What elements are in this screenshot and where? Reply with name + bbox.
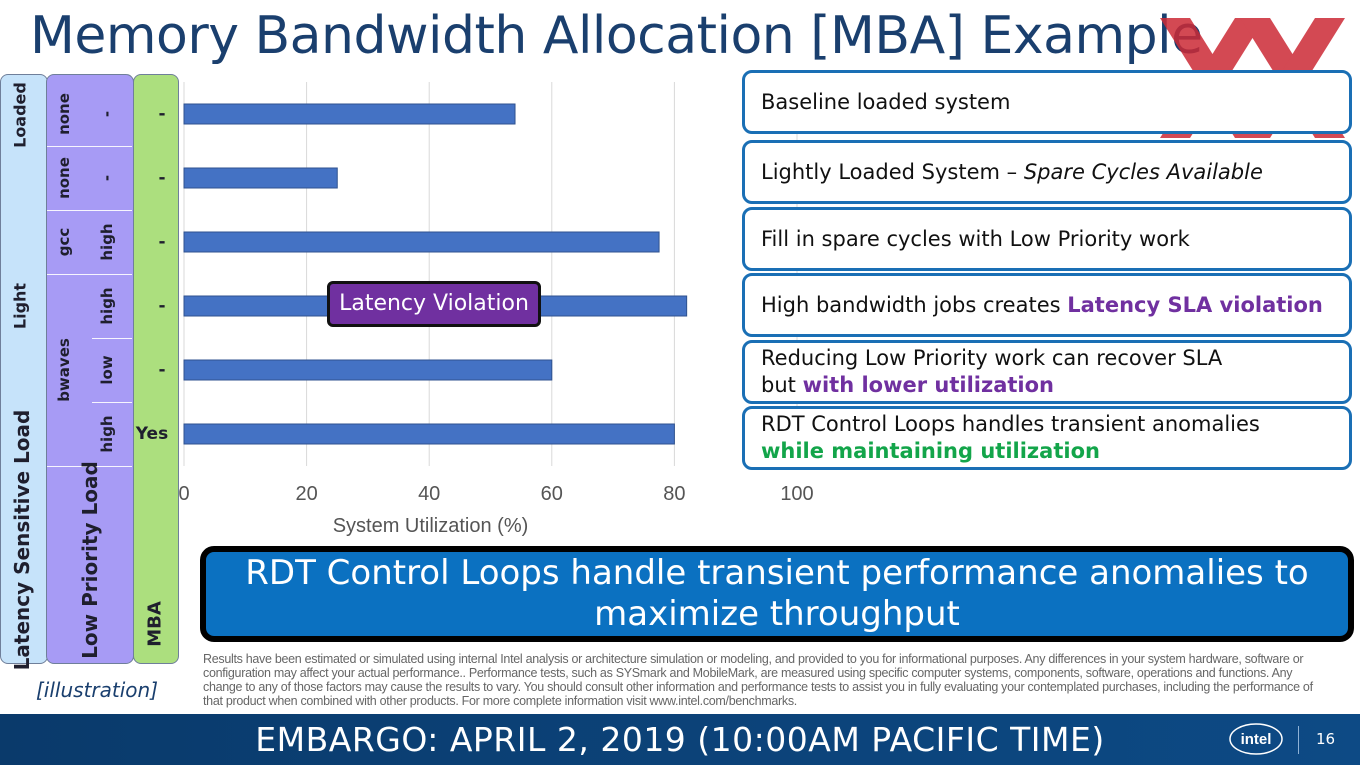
utilization-bar: [183, 231, 660, 253]
info-box: High bandwidth jobs creates Latency SLA …: [742, 273, 1352, 337]
load-group-light: Light: [10, 282, 30, 330]
row-divider: [47, 466, 132, 467]
chart-x-ticks: 0 20 40 60 80 100: [178, 483, 813, 505]
footer-separator: [1298, 726, 1299, 754]
mba-value: -: [158, 360, 166, 380]
mba-label: MBA: [144, 601, 166, 647]
x-tick-label: 40: [418, 483, 440, 505]
workload-label: none: [55, 93, 73, 135]
row-divider: [47, 210, 132, 211]
utilization-bar: [183, 423, 675, 445]
info-box-text: but: [761, 373, 803, 397]
info-box-text: High bandwidth jobs creates: [761, 292, 1068, 317]
utilization-bar-chart: 0 20 40 60 80 100 System Utilization (%): [178, 82, 814, 537]
intensity-label: high: [98, 415, 116, 453]
info-box-text: Lightly Loaded System –: [761, 159, 1024, 184]
chart-gridlines: [183, 82, 798, 466]
info-box-text: Fill in spare cycles with Low Priority w…: [761, 226, 1190, 251]
workload-label: none: [55, 157, 73, 199]
legal-disclaimer: Results have been estimated or simulated…: [203, 652, 1313, 708]
row-divider: [47, 274, 132, 275]
low-priority-load-column: [46, 74, 134, 664]
page-title: Memory Bandwidth Allocation [MBA] Exampl…: [30, 6, 1203, 66]
row-divider: [92, 402, 132, 403]
info-box-text: Spare Cycles Available: [1023, 159, 1263, 184]
latency-sensitive-load-label: Latency Sensitive Load: [10, 409, 34, 671]
info-box: Baseline loaded system: [742, 70, 1352, 134]
workload-label: gcc: [55, 227, 73, 257]
latency-violation-callout: Latency Violation: [327, 281, 541, 327]
utilization-bar: [183, 167, 338, 189]
mba-value: Yes: [135, 424, 169, 444]
footer-bar: EMBARGO: APRIL 2, 2019 (10:00AM PACIFIC …: [0, 714, 1360, 765]
x-tick-label: 60: [541, 483, 563, 505]
embargo-notice: EMBARGO: APRIL 2, 2019 (10:00AM PACIFIC …: [255, 720, 1105, 759]
intensity-label: high: [98, 287, 116, 325]
x-tick-label: 0: [178, 483, 189, 505]
info-box: Fill in spare cycles with Low Priority w…: [742, 207, 1352, 271]
x-tick-label: 20: [295, 483, 317, 505]
info-box-text: Baseline loaded system: [761, 89, 1011, 114]
x-tick-label: 100: [780, 483, 813, 505]
low-priority-load-label: Low Priority Load: [78, 461, 102, 659]
info-box-text: Latency SLA violation: [1067, 292, 1323, 317]
info-box-text: RDT Control Loops handles transient anom…: [761, 412, 1260, 436]
row-divider: [47, 146, 132, 147]
info-box: Lightly Loaded System – Spare Cycles Ava…: [742, 140, 1352, 204]
intensity-label: -: [98, 110, 116, 118]
x-axis-title: System Utilization (%): [333, 515, 529, 537]
workload-label: bwaves: [55, 338, 73, 402]
page-number: 16: [1316, 730, 1336, 748]
summary-banner: RDT Control Loops handle transient perfo…: [200, 546, 1354, 642]
intensity-label: high: [98, 223, 116, 261]
utilization-bar: [183, 359, 553, 381]
info-box-text: while maintaining utilization: [761, 439, 1100, 463]
latency-sensitive-load-column: [0, 74, 48, 664]
mba-column: [133, 74, 179, 664]
load-group-loaded: Loaded: [10, 82, 30, 148]
mba-value: -: [158, 168, 166, 188]
intensity-label: -: [98, 174, 116, 182]
info-box: RDT Control Loops handles transient anom…: [742, 406, 1352, 470]
illustration-note: [illustration]: [36, 678, 159, 702]
mba-value: -: [158, 104, 166, 124]
x-tick-label: 80: [663, 483, 685, 505]
chart-bars: [183, 103, 688, 445]
info-box-text: with lower utilization: [802, 373, 1054, 397]
mba-value: -: [158, 232, 166, 252]
row-divider: [92, 338, 132, 339]
intensity-label: low: [98, 355, 116, 385]
intel-logo-icon: intel: [1229, 723, 1283, 755]
mba-value: -: [158, 296, 166, 316]
svg-text:intel: intel: [1241, 731, 1272, 748]
utilization-bar: [183, 103, 516, 125]
info-box: Reducing Low Priority work can recover S…: [742, 340, 1352, 404]
info-box-text: Reducing Low Priority work can recover S…: [761, 346, 1223, 370]
